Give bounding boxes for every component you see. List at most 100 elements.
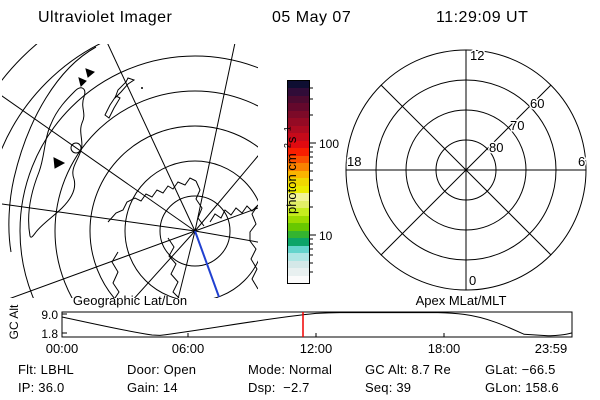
unit-prefix: photon cm (284, 153, 300, 215)
meridian-line (194, 155, 258, 232)
gc-alt-xtick: 18:00 (427, 341, 461, 356)
gc-alt-frame (61, 311, 573, 338)
coastline-antarctica-center (195, 180, 205, 227)
island-mark (78, 77, 87, 87)
mlat-label-80: 80 (489, 140, 503, 155)
status-glat: GLat: −66.5 (485, 362, 556, 377)
colorbar-band (288, 208, 309, 216)
colorbar-band (288, 260, 309, 269)
colorbar-band (288, 200, 309, 209)
colorbar-band (288, 275, 309, 284)
meridian-line (133, 230, 196, 298)
meridian-line (194, 207, 258, 232)
mlt-label-18: 18 (347, 154, 361, 169)
colorbar-band (288, 155, 309, 164)
meridian-line (194, 44, 236, 232)
app-title: Ultraviolet Imager (38, 9, 173, 26)
coastline-new-zealand-south (104, 95, 121, 119)
gc-alt-ylabel: GC Alt (7, 304, 21, 340)
colorbar-band (288, 238, 309, 246)
colorbar-band (288, 245, 309, 254)
latitude-circle (19, 55, 258, 298)
geographic-map-panel (2, 44, 258, 298)
time-label: 11:29:09 UT (436, 9, 529, 26)
coastline-antarctica-north (107, 177, 197, 223)
apex-grid-caption: Apex MLat/MLT (415, 293, 507, 308)
colorbar-band (288, 193, 309, 201)
meridian-line (194, 230, 258, 243)
status-mode: Mode: Normal (248, 362, 333, 377)
gc-alt-xtick: 12:00 (299, 341, 333, 356)
colorbar-band (288, 88, 309, 96)
colorbar-gradient (287, 80, 310, 284)
gc-alt-xtick: 06:00 (171, 341, 205, 356)
colorbar-band (288, 140, 309, 149)
meridian-line (9, 230, 196, 298)
latitude-circle (2, 44, 38, 81)
status-gc-alt: GC Alt: 8.7 Re (365, 362, 451, 377)
colorbar-band (288, 110, 309, 119)
coastline-antarctica-south (167, 237, 180, 298)
coastline-australia (28, 87, 86, 238)
colorbar-band (288, 170, 309, 179)
colorbar-band (288, 185, 309, 194)
colorbar-band (288, 103, 309, 111)
date-label: 05 May 07 (272, 9, 352, 26)
colorbar-band (288, 268, 309, 276)
meridian-line (2, 203, 196, 232)
mlt-label-12: 12 (470, 48, 484, 63)
meridian-line (2, 95, 196, 232)
coastline-new-zealand-north (114, 77, 136, 99)
unit-exponent: −1 (283, 126, 293, 137)
gc-alt-ytick-lo: 1.8 (41, 327, 58, 341)
status-ip: IP: 36.0 (18, 380, 65, 395)
coastline-loop (70, 142, 82, 154)
coastlines (8, 46, 258, 298)
unit-mid: s (284, 136, 300, 144)
latitude-circles (2, 44, 258, 298)
gc-alt-xtick: 00:00 (45, 341, 79, 356)
unit-exponent: −2 (283, 143, 293, 154)
status-gain: Gain: 14 (127, 380, 178, 395)
colorbar-band (288, 178, 309, 186)
island-dot (141, 87, 143, 89)
meridian-lines (2, 44, 258, 298)
colorbar-band (288, 125, 309, 134)
coastline-mark (53, 157, 66, 169)
coastline-antarctica-left (111, 251, 120, 298)
gc-alt-curve (61, 312, 573, 337)
colorbar-unit-label: photon cm−2s−1 (265, 76, 299, 286)
colorbar-tick-10: 10 (319, 229, 333, 243)
colorbar-tick-100: 100 (319, 137, 340, 151)
meridian-line (107, 44, 196, 232)
mlat-label-60: 60 (530, 96, 544, 111)
status-dsp: Dsp: −2.7 (248, 380, 310, 395)
colorbar-band (288, 133, 309, 141)
status-seq: Seq: 39 (365, 380, 412, 395)
mlat-label-70: 70 (510, 118, 524, 133)
colorbar-band (288, 230, 309, 239)
coastline-antarctica-right (249, 204, 258, 290)
latitude-circle (159, 195, 231, 267)
mlt-label-6: 6 (578, 154, 585, 169)
apex-grid-panel (345, 49, 587, 291)
colorbar-band (288, 95, 309, 104)
island-mark (85, 68, 95, 78)
latitude-circle (124, 160, 258, 298)
colorbar-band (288, 215, 309, 224)
colorbar-band (288, 223, 309, 231)
mlt-label-0: 0 (469, 273, 476, 288)
colorbar-band (288, 148, 309, 156)
coastline-australia-west-arc (8, 46, 97, 253)
latitude-circle (54, 90, 258, 298)
mlt-diagonal (380, 84, 552, 256)
meridian-line (177, 230, 196, 298)
colorbar-band (288, 81, 309, 89)
geographic-map-caption: Geographic Lat/Lon (72, 293, 188, 308)
gc-alt-plot (61, 311, 573, 338)
colorbar-band (288, 253, 309, 261)
gc-alt-ytick-hi: 9.0 (41, 308, 58, 322)
colorbar-band (288, 118, 309, 126)
